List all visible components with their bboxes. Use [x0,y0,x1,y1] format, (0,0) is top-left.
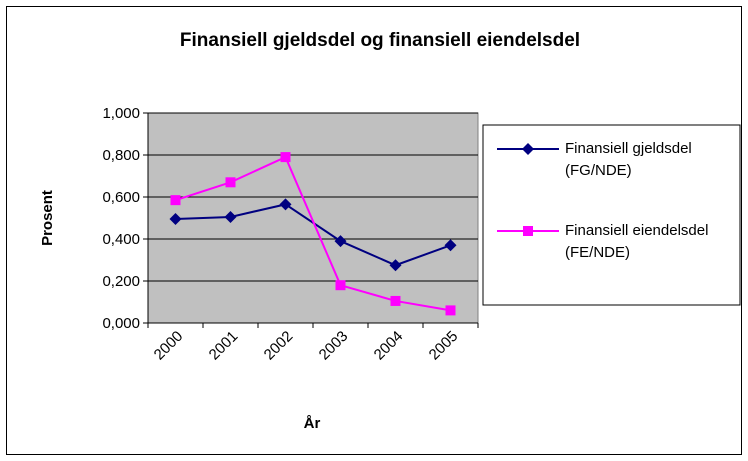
marker [335,280,346,291]
marker [280,152,291,163]
marker [522,143,534,155]
marker [170,195,181,206]
y-tick-label: 1,000 [102,105,140,122]
marker [169,213,182,226]
marker [279,198,292,211]
y-tick-label: 0,000 [102,315,140,332]
marker [390,295,401,306]
legend-box [482,124,741,306]
y-tick-label: 0,200 [102,273,140,290]
legend-label: Finansiell gjeldsdel (FG/NDE) [565,140,692,179]
x-axis-title: År [304,415,321,432]
y-tick-label: 0,400 [102,231,140,248]
marker [389,259,402,272]
y-tick-label: 0,600 [102,189,140,206]
y-axis-title: Prosent [39,190,56,246]
marker [224,210,237,223]
line [175,155,451,312]
marker [225,177,236,188]
marker [444,239,457,252]
legend-label-box: Finansiell gjeldsdel (FG/NDE) [565,140,692,179]
marker [523,226,533,236]
y-tick-label: 0,800 [102,147,140,164]
legend-label-box: Finansiell eiendelsdel (FE/NDE) [565,222,709,261]
marker [334,235,347,248]
legend-label: Finansiell eiendelsdel (FE/NDE) [565,222,709,261]
chart-title: Finansiell gjeldsdel og finansiell eiend… [180,30,580,51]
marker [445,305,456,316]
